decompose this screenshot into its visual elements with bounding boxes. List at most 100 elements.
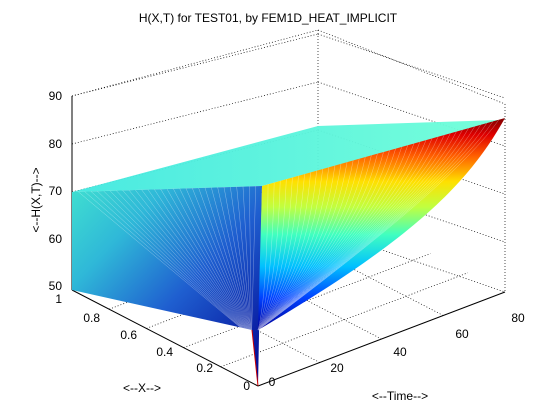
mesh-line (204, 187, 250, 331)
mesh-line (257, 133, 451, 331)
x-tick-label: 0.6 (120, 328, 137, 342)
mesh-line (242, 186, 252, 331)
mesh-line (90, 191, 245, 331)
x-axis-line (71, 289, 259, 387)
time-tick-label: 60 (455, 327, 469, 341)
mesh-line (257, 119, 500, 331)
chart-title: H(X,T) for TEST01, by FEM1D_HEAT_IMPLICI… (139, 11, 398, 25)
mesh-line (257, 128, 469, 331)
mesh-line (257, 146, 402, 331)
mesh-line (257, 143, 415, 331)
z-ticks: 90 80 70 60 50 (49, 89, 63, 293)
mesh-line (257, 182, 275, 331)
mesh-line (103, 190, 245, 331)
grid-line (71, 29, 319, 97)
mesh-line (257, 136, 439, 331)
time-tick-label: 20 (330, 361, 344, 375)
z-tick-label: 50 (49, 279, 63, 293)
mesh-line (257, 148, 396, 331)
surface-top-face (72, 120, 500, 192)
z-tick-label: 90 (49, 89, 63, 103)
mesh-line (257, 163, 342, 331)
mesh-line (128, 190, 246, 331)
mesh-line (257, 180, 281, 331)
grid-line (317, 33, 506, 99)
mesh-line (257, 160, 354, 331)
mesh-line (257, 145, 408, 331)
surface-left-face (72, 186, 262, 386)
mesh-line (257, 170, 317, 331)
mesh-line (257, 129, 463, 331)
grid-line (71, 33, 319, 97)
grid-line (183, 253, 431, 348)
mesh-line (257, 150, 390, 331)
mesh-line (160, 189, 248, 331)
mesh-line (78, 191, 244, 331)
mesh-line (251, 186, 256, 331)
mesh-line (257, 168, 323, 331)
x-tick-label: 0.4 (156, 345, 173, 359)
mesh-line (147, 189, 247, 331)
mesh-line (166, 188, 248, 331)
time-tick-label: 0 (269, 375, 276, 389)
mesh-line (257, 157, 366, 331)
mesh-line (257, 177, 293, 331)
surface-mesh (78, 119, 500, 331)
mesh-line (257, 172, 311, 331)
mesh-line (185, 188, 249, 331)
mesh-line (122, 190, 246, 331)
time-ticks: 0 20 40 60 80 (269, 311, 525, 389)
boundary-line (251, 329, 259, 387)
x-tick-label: 0.2 (196, 361, 213, 375)
mesh-line (236, 186, 251, 331)
mesh-line (257, 134, 445, 331)
x-axis-label: <--X--> (123, 381, 161, 395)
mesh-line (211, 187, 250, 331)
mesh-line (257, 174, 305, 331)
z-tick-label: 80 (49, 137, 63, 151)
z-tick-label: 60 (49, 232, 63, 246)
x-tick-label: 0.8 (83, 311, 100, 325)
mesh-line (84, 191, 244, 331)
mesh-line (257, 184, 269, 331)
x-tick-label: 1 (55, 292, 62, 306)
mesh-line (173, 188, 248, 331)
mesh-line (257, 141, 421, 331)
x-tick-label: 0 (243, 379, 250, 393)
mesh-line (223, 187, 251, 331)
mesh-line (154, 189, 248, 331)
grid-line (220, 272, 468, 368)
mesh-line (257, 138, 433, 331)
x-ticks: 1 0.8 0.6 0.4 0.2 0 (55, 292, 250, 393)
mesh-line (109, 190, 245, 331)
time-tick-label: 40 (393, 345, 407, 359)
mesh-line (192, 188, 249, 331)
mesh-line (257, 124, 481, 331)
time-axis-label: <--Time--> (372, 389, 428, 403)
mesh-line (249, 186, 252, 331)
mesh-line (257, 126, 475, 331)
mesh-line (257, 131, 457, 331)
mesh-line (257, 153, 378, 331)
mesh-line (257, 165, 336, 331)
mesh-line (257, 158, 360, 331)
mesh-line (257, 167, 330, 331)
mesh-line (179, 188, 249, 331)
mesh-line (257, 122, 487, 331)
mesh-line (198, 187, 250, 331)
mesh-line (135, 189, 247, 331)
mesh-line (257, 175, 299, 331)
mesh-line (141, 189, 247, 331)
mesh-line (217, 187, 251, 331)
time-tick-label: 80 (511, 311, 525, 325)
mesh-line (257, 162, 348, 331)
mesh-line (257, 179, 287, 331)
mesh-line (230, 186, 251, 331)
grid-line (317, 29, 506, 105)
mesh-line (116, 190, 246, 331)
grid-line (71, 81, 319, 145)
surface (72, 118, 505, 387)
mesh-line (257, 140, 427, 331)
mesh-line (257, 121, 494, 331)
